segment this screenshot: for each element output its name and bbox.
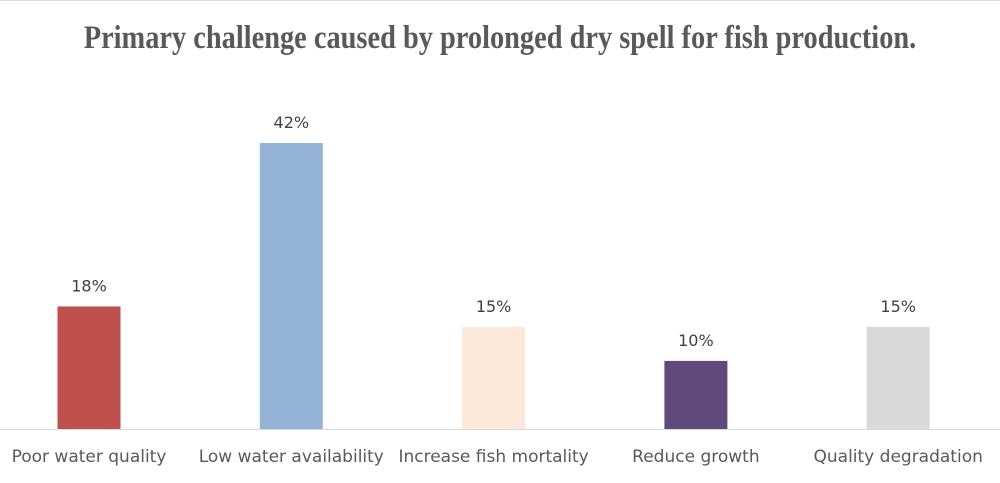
top-border [0, 0, 1000, 1]
bar-2 [462, 326, 526, 429]
bar-0 [57, 306, 121, 429]
category-label-1: Low water availability [199, 447, 384, 467]
bar-3 [664, 360, 728, 429]
data-label-2: 15% [476, 297, 512, 316]
category-label-2: Increase fish mortality [398, 447, 588, 467]
data-label-3: 10% [678, 331, 714, 350]
data-label-4: 15% [880, 297, 916, 316]
category-label-4: Quality degradation [814, 447, 983, 467]
data-label-0: 18% [71, 276, 107, 295]
category-label-0: Poor water quality [12, 447, 167, 467]
bar-1 [259, 143, 323, 429]
data-label-1: 42% [274, 113, 310, 132]
chart-title: Primary challenge caused by prolonged dr… [83, 20, 917, 56]
category-label-3: Reduce growth [632, 447, 759, 467]
bar-4 [866, 326, 930, 429]
